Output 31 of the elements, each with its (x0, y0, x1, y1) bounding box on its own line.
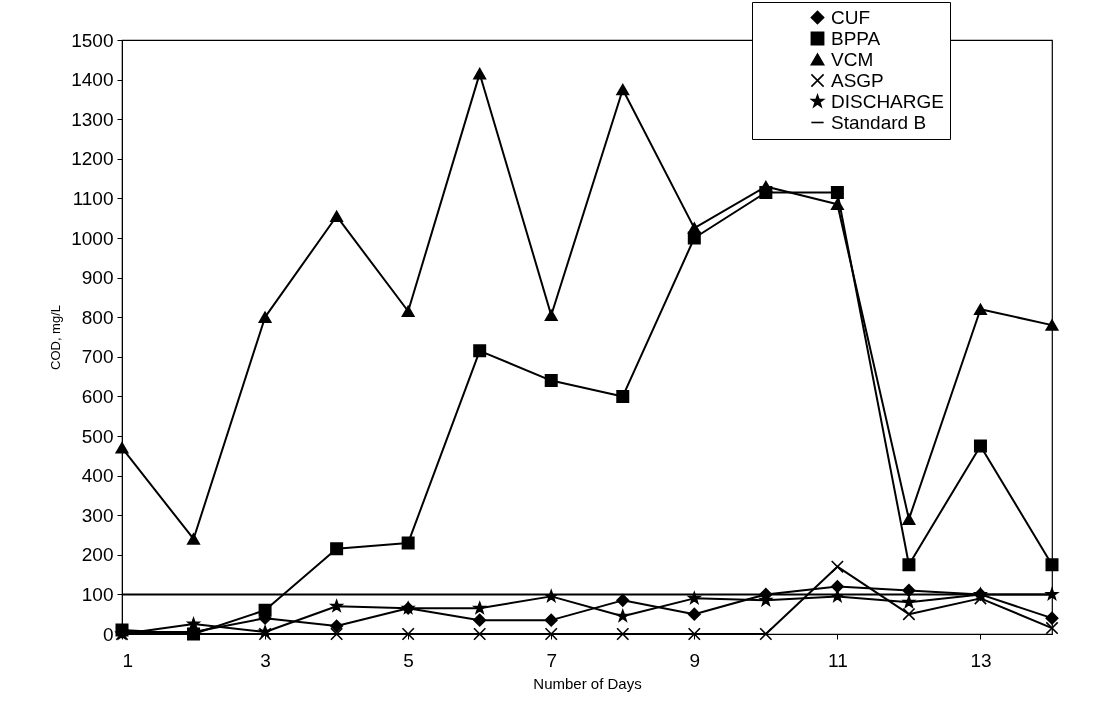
y-tick-label: 100 (81, 583, 114, 605)
legend-label: DISCHARGE (831, 90, 944, 112)
x-tick-label: 5 (403, 649, 414, 671)
y-tick-label: 400 (81, 465, 114, 487)
y-tick-label: 600 (81, 385, 114, 407)
y-tick-label: 700 (81, 346, 114, 368)
y-tick-label: 900 (81, 267, 114, 289)
x-tick-label: 11 (828, 649, 848, 671)
legend-label: CUF (831, 6, 871, 28)
x-tick-label: 13 (970, 649, 992, 671)
x-tick-label: 9 (689, 649, 701, 671)
legend-label: ASGP (831, 69, 884, 91)
legend-label: BPPA (831, 27, 881, 49)
y-tick-label: 1200 (71, 148, 114, 170)
x-tick-label: 3 (260, 649, 271, 671)
y-tick-label: 1000 (71, 227, 114, 249)
y-tick-label: 500 (81, 425, 114, 447)
y-axis-title: COD, mg/L (48, 304, 64, 371)
x-tick-label: 7 (546, 649, 558, 671)
y-tick-label: 300 (81, 504, 114, 526)
y-tick-label: 1500 (71, 29, 114, 51)
y-tick-label: 0 (102, 623, 114, 645)
legend-label: Standard B (831, 111, 927, 133)
x-axis-title: Number of Days (533, 674, 642, 692)
y-tick-label: 200 (81, 544, 114, 566)
legend-label: VCM (831, 48, 874, 70)
y-tick-label: 1300 (71, 108, 114, 130)
y-tick-label: 1100 (72, 187, 114, 209)
y-tick-label: 1400 (71, 69, 114, 91)
y-tick-label: 800 (81, 306, 114, 328)
x-tick-label: 1 (122, 649, 134, 671)
